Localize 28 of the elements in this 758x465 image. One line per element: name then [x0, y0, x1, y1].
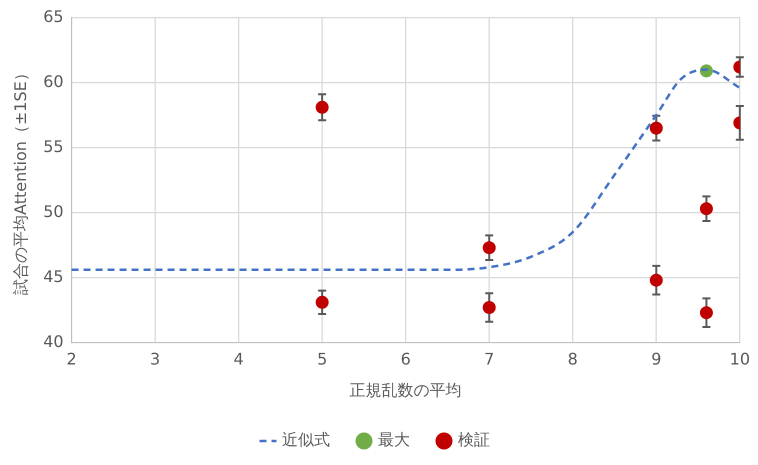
legend-label: 検証 — [458, 430, 490, 450]
x-tick-label: 9 — [651, 349, 662, 368]
y-tick-label: 40 — [43, 332, 64, 351]
x-tick-label: 3 — [150, 349, 160, 368]
x-tick-label: 7 — [484, 349, 494, 368]
y-axis-title: 試合の平均Attention（±1SE） — [10, 65, 30, 295]
x-tick-label: 6 — [400, 349, 411, 368]
x-tick-label: 10 — [730, 349, 750, 368]
point — [700, 202, 713, 216]
legend-label: 最大 — [378, 430, 410, 450]
point — [482, 241, 496, 254]
y-tick-label: 60 — [43, 72, 64, 91]
x-tick-label: 8 — [568, 349, 578, 368]
point — [650, 122, 663, 135]
point — [482, 301, 496, 314]
x-axis-title: 正規乱数の平均 — [350, 380, 462, 400]
x-tick-label: 4 — [234, 349, 244, 368]
x-tick-label: 5 — [317, 349, 328, 368]
point — [316, 100, 329, 114]
y-tick-label: 45 — [43, 266, 64, 286]
y-tick-label: 55 — [43, 136, 64, 156]
x-tick-label: 2 — [66, 349, 77, 368]
y-tick-label: 65 — [43, 6, 64, 26]
point — [700, 306, 713, 320]
legend-label: 近似式 — [282, 430, 330, 450]
point — [650, 274, 663, 287]
y-tick-label: 50 — [43, 202, 64, 221]
point — [316, 296, 329, 309]
